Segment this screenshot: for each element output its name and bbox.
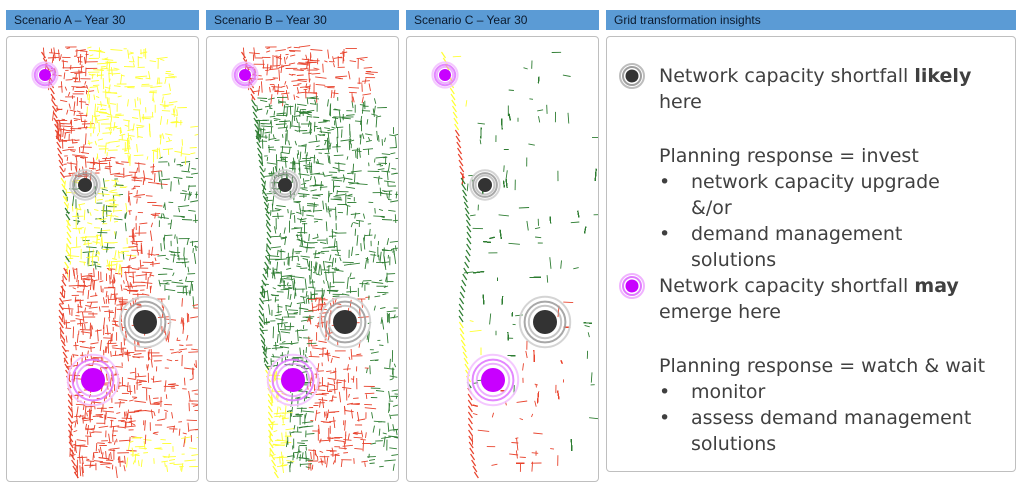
bullet-demand-management: demand management [691, 223, 903, 245]
insights-title: Grid transformation insights [606, 10, 1016, 30]
may-marker-icon [619, 273, 645, 299]
may-heading-cont: emerge here [659, 301, 781, 323]
bullet-dot: • [659, 223, 671, 245]
bullet-assess: assess demand management [691, 407, 972, 429]
network-lines [441, 51, 598, 479]
may-heading: Network capacity shortfall may [659, 275, 959, 297]
scenario-c-network-map [431, 51, 598, 479]
scenario-a-map [6, 36, 199, 482]
likely-shortfall-marker [518, 295, 572, 349]
scenario-c-panel: Scenario C – Year 30 [406, 10, 599, 30]
scenario-b-map [206, 36, 399, 482]
likely-heading: Network capacity shortfall likely [659, 65, 972, 87]
may-shortfall-marker [231, 61, 259, 89]
bullet-solutions: solutions [691, 249, 777, 271]
watch-response: Planning response = watch & wait [659, 355, 986, 377]
scenario-a-network-map [31, 46, 198, 479]
scenario-a-panel: Scenario A – Year 30 [6, 10, 199, 30]
scenario-b-network-map [231, 45, 398, 479]
likely-marker-icon [619, 63, 645, 89]
likely-shortfall-marker [118, 295, 172, 349]
bullet-and-or: &/or [691, 197, 732, 219]
network-lines [41, 46, 198, 479]
network-lines [241, 45, 398, 479]
scenario-a-title: Scenario A – Year 30 [6, 10, 199, 30]
bullet-dot: • [659, 171, 671, 193]
invest-response: Planning response = invest [659, 145, 919, 167]
insights-panel: Grid transformation insights [606, 10, 1016, 30]
bullet-dot: • [659, 407, 671, 429]
likely-shortfall-marker [69, 169, 101, 201]
likely-shortfall-marker [269, 169, 301, 201]
insights-box: Network capacity shortfall likely here P… [606, 36, 1016, 472]
may-shortfall-marker [31, 61, 59, 89]
may-shortfall-marker [266, 353, 320, 407]
scenario-b-title: Scenario B – Year 30 [206, 10, 399, 30]
likely-shortfall-marker [318, 295, 372, 349]
likely-heading-cont: here [659, 91, 702, 113]
scenario-c-title: Scenario C – Year 30 [406, 10, 599, 30]
may-shortfall-marker [466, 353, 520, 407]
bullet-solutions-2: solutions [691, 433, 777, 455]
bullet-monitor: monitor [691, 381, 766, 403]
scenario-c-map [406, 36, 599, 482]
bullet-dot: • [659, 381, 671, 403]
likely-shortfall-marker [469, 169, 501, 201]
scenario-b-panel: Scenario B – Year 30 [206, 10, 399, 30]
may-shortfall-marker [431, 61, 459, 89]
may-shortfall-marker [66, 353, 120, 407]
bullet-capacity-upgrade: network capacity upgrade [691, 171, 940, 193]
